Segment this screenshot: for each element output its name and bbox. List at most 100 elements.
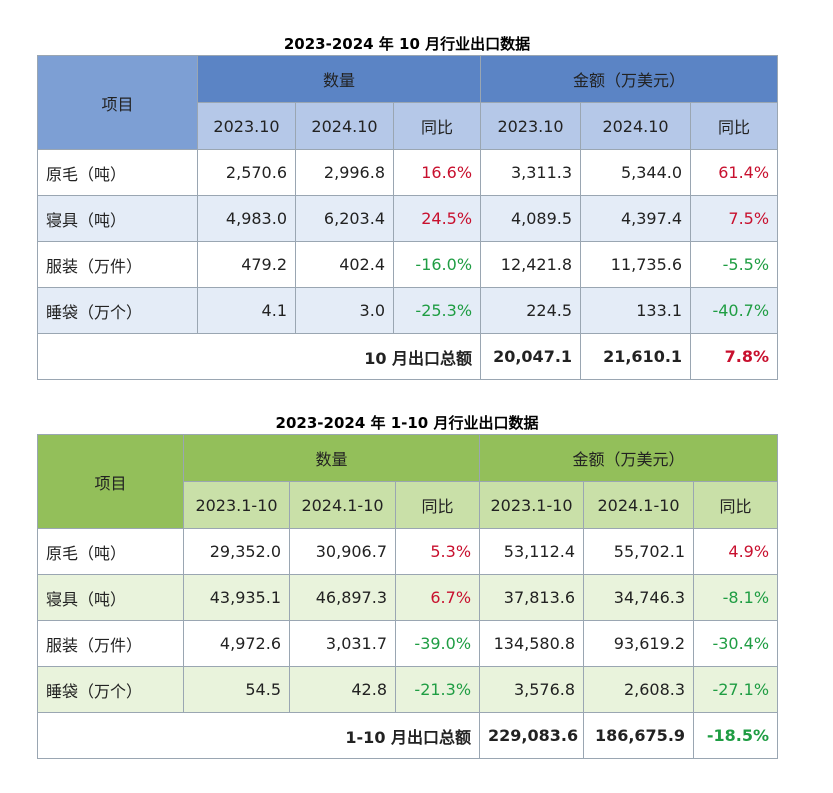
table1-header-row-2: 2023.10 2024.10 同比 2023.10 2024.10 同比 [38, 102, 779, 150]
table2-col-header: 2023.1-10 [183, 481, 290, 529]
amt-yoy: -8.1% [693, 574, 779, 621]
amt-2023: 37,813.6 [479, 574, 585, 621]
qty-2023: 4.1 [197, 287, 296, 334]
qty-2024: 42.8 [289, 666, 396, 713]
amt-2023: 134,580.8 [479, 620, 585, 667]
qty-yoy: -16.0% [392, 241, 482, 288]
table2-col-header: 2024.1-10 [289, 481, 396, 529]
qty-2023: 43,935.1 [183, 574, 290, 621]
table2-col-header: 2023.1-10 [479, 481, 585, 529]
table2-total-row: 1-10 月出口总额 229,083.6 186,675.9 -18.5% [36, 712, 779, 759]
amt-2023: 12,421.8 [480, 241, 582, 288]
table2: 项目 数量 金额（万美元） 2023.1-10 2024.1-10 同比 202… [36, 434, 779, 759]
row-label: 原毛（吨） [37, 149, 198, 196]
amt-2024: 55,702.1 [583, 528, 695, 575]
table-row: 原毛（吨） 2,570.6 2,996.8 16.6% 3,311.3 5,34… [37, 149, 779, 196]
qty-2024: 3,031.7 [289, 620, 396, 667]
amt-yoy: -5.5% [690, 241, 779, 288]
amt-2023: 224.5 [480, 287, 582, 334]
qty-yoy: -25.3% [392, 287, 482, 334]
table1-col-header: 同比 [392, 102, 482, 150]
table-row: 服装（万件） 479.2 402.4 -16.0% 12,421.8 11,73… [37, 241, 779, 288]
total-amt-yoy: -18.5% [693, 712, 779, 759]
amt-2023: 3,576.8 [479, 666, 585, 713]
amt-yoy: -40.7% [690, 287, 779, 334]
table1-qty-header: 数量 [196, 55, 482, 103]
row-label: 原毛（吨） [37, 528, 184, 575]
qty-yoy: 24.5% [392, 195, 482, 242]
table2-amt-header: 金额（万美元） [479, 434, 779, 482]
table1-col-header: 2024.10 [580, 102, 692, 150]
qty-2024: 3.0 [295, 287, 394, 334]
row-label: 寝具（吨） [37, 195, 198, 242]
table1-section: 2023-2024 年 10 月行业出口数据 项目 数量 金额（万美元） 202… [36, 33, 779, 380]
table1-caption: 2023-2024 年 10 月行业出口数据 [283, 35, 531, 53]
total-label: 1-10 月出口总额 [36, 712, 481, 759]
qty-2023: 2,570.6 [197, 149, 296, 196]
table1-total-row: 10 月出口总额 20,047.1 21,610.1 7.8% [36, 333, 779, 380]
total-amt-yoy: 7.8% [690, 333, 779, 380]
qty-2023: 54.5 [183, 666, 290, 713]
qty-yoy: 5.3% [394, 528, 481, 575]
qty-2024: 6,203.4 [295, 195, 394, 242]
table2-section: 2023-2024 年 1-10 月行业出口数据 项目 数量 金额（万美元） 2… [36, 412, 779, 759]
total-amt-2024: 186,675.9 [583, 712, 695, 759]
qty-2024: 2,996.8 [295, 149, 394, 196]
amt-yoy: -27.1% [693, 666, 779, 713]
amt-2023: 3,311.3 [480, 149, 582, 196]
amt-2024: 5,344.0 [580, 149, 692, 196]
amt-2024: 2,608.3 [583, 666, 695, 713]
row-label: 服装（万件） [37, 620, 184, 667]
total-amt-2023: 20,047.1 [480, 333, 582, 380]
table1-item-header: 项目 [37, 55, 198, 150]
table-row: 原毛（吨） 29,352.0 30,906.7 5.3% 53,112.4 55… [37, 528, 779, 575]
table2-col-header: 2024.1-10 [583, 481, 695, 529]
table-row: 服装（万件） 4,972.6 3,031.7 -39.0% 134,580.8 … [37, 620, 779, 667]
total-label: 10 月出口总额 [36, 333, 482, 380]
total-amt-2023: 229,083.6 [479, 712, 585, 759]
qty-2023: 4,983.0 [197, 195, 296, 242]
table1-header-row-1: 项目 数量 金额（万美元） [37, 55, 779, 150]
qty-2024: 402.4 [295, 241, 394, 288]
total-amt-2024: 21,610.1 [580, 333, 692, 380]
qty-yoy: -39.0% [394, 620, 481, 667]
row-label: 寝具（吨） [37, 574, 184, 621]
amt-2024: 133.1 [580, 287, 692, 334]
table-row: 寝具（吨） 4,983.0 6,203.4 24.5% 4,089.5 4,39… [37, 195, 779, 242]
table1-col-header: 2023.10 [197, 102, 296, 150]
qty-yoy: 16.6% [392, 149, 482, 196]
qty-2023: 29,352.0 [183, 528, 290, 575]
amt-yoy: 61.4% [690, 149, 779, 196]
table2-col-header: 同比 [693, 481, 779, 529]
table2-header-row-2: 2023.1-10 2024.1-10 同比 2023.1-10 2024.1-… [38, 481, 779, 529]
qty-yoy: -21.3% [394, 666, 481, 713]
amt-yoy: 7.5% [690, 195, 779, 242]
amt-2024: 34,746.3 [583, 574, 695, 621]
amt-2023: 53,112.4 [479, 528, 585, 575]
table2-header-row-1: 项目 数量 金额（万美元） [37, 434, 779, 529]
table2-item-header: 项目 [37, 434, 184, 529]
row-label: 睡袋（万个） [37, 287, 198, 334]
qty-2024: 30,906.7 [289, 528, 396, 575]
amt-2024: 11,735.6 [580, 241, 692, 288]
amt-yoy: -30.4% [693, 620, 779, 667]
amt-yoy: 4.9% [693, 528, 779, 575]
table2-caption: 2023-2024 年 1-10 月行业出口数据 [275, 414, 539, 432]
table-row: 寝具（吨） 43,935.1 46,897.3 6.7% 37,813.6 34… [37, 574, 779, 621]
table-row: 睡袋（万个） 4.1 3.0 -25.3% 224.5 133.1 -40.7% [37, 287, 779, 334]
table1-amt-header: 金额（万美元） [480, 55, 779, 103]
table2-col-header: 同比 [394, 481, 481, 529]
row-label: 睡袋（万个） [37, 666, 184, 713]
table2-qty-header: 数量 [182, 434, 481, 482]
amt-2024: 93,619.2 [583, 620, 695, 667]
table1-col-header: 2024.10 [295, 102, 394, 150]
qty-2023: 479.2 [197, 241, 296, 288]
qty-2023: 4,972.6 [183, 620, 290, 667]
table1-col-header: 同比 [690, 102, 779, 150]
table1: 项目 数量 金额（万美元） 2023.10 2024.10 同比 2023.10… [36, 55, 779, 380]
qty-2024: 46,897.3 [289, 574, 396, 621]
row-label: 服装（万件） [37, 241, 198, 288]
table1-col-header: 2023.10 [480, 102, 582, 150]
qty-yoy: 6.7% [394, 574, 481, 621]
amt-2023: 4,089.5 [480, 195, 582, 242]
